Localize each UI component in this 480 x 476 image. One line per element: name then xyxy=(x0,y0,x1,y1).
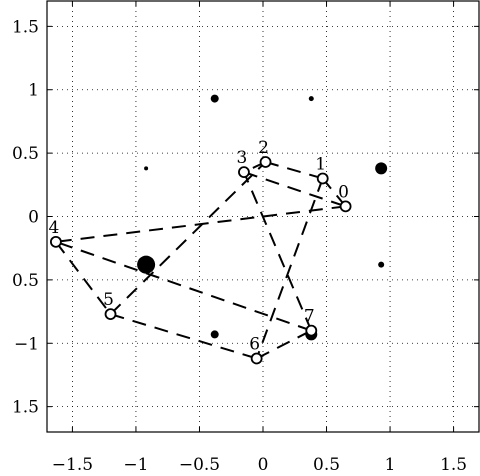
y-tick-label: −1 xyxy=(14,334,39,354)
filled-point xyxy=(375,162,388,175)
tour-edge xyxy=(243,171,313,331)
node-label: 0 xyxy=(338,182,349,202)
tour-node xyxy=(259,156,272,168)
node-label: 2 xyxy=(258,138,269,158)
x-tick-label: 1 xyxy=(385,455,396,475)
x-tick-label: 1.5 xyxy=(440,455,467,475)
node-label: 6 xyxy=(249,334,260,354)
x-tick-label: −0.5 xyxy=(179,455,220,475)
tour-node xyxy=(250,352,263,365)
tour-node xyxy=(339,200,352,213)
y-tick-label: 1.5 xyxy=(12,17,39,37)
x-tick-label: 0 xyxy=(258,455,269,475)
x-tick-label: −1.5 xyxy=(52,455,93,475)
y-tick-label: 0.5 xyxy=(12,271,39,291)
node-label: 1 xyxy=(315,154,326,174)
tour-edge xyxy=(55,240,312,332)
filled-point xyxy=(210,94,219,103)
tour-edge xyxy=(55,205,346,243)
filled-point xyxy=(378,261,385,268)
tour-node xyxy=(316,172,329,185)
tour-node xyxy=(305,324,318,337)
filled-point xyxy=(137,255,156,274)
node-label: 4 xyxy=(48,218,59,238)
filled-point xyxy=(144,166,149,171)
tour-edge xyxy=(243,171,346,208)
tour-edges xyxy=(55,161,347,360)
y-tick-labels: 1.5 1 0.5 0 0.5 −1 1.5 xyxy=(12,17,39,417)
tour-edge xyxy=(256,329,312,360)
tour-edge xyxy=(109,161,267,315)
x-tick-label: −1 xyxy=(123,455,148,475)
node-label: 5 xyxy=(103,290,114,310)
node-label: 3 xyxy=(237,148,248,168)
tour-edge xyxy=(265,161,323,180)
tour-edge xyxy=(55,241,112,315)
x-tick-labels: −1.5 −1 −0.5 0 0.5 1 1.5 xyxy=(52,455,467,475)
tour-node xyxy=(104,308,117,321)
tour-edge xyxy=(110,313,257,360)
filled-point xyxy=(308,96,314,102)
y-tick-label: 0 xyxy=(28,208,39,228)
tour-edge xyxy=(321,177,347,207)
axis-ticks xyxy=(47,1,479,432)
y-tick-label: 0.5 xyxy=(12,144,39,164)
tour-nodes xyxy=(49,156,352,365)
tour-edge xyxy=(255,178,324,359)
tour-node xyxy=(238,166,250,179)
filled-point xyxy=(210,330,219,339)
y-tick-label: 1.5 xyxy=(12,398,39,418)
node-label: 7 xyxy=(304,307,315,327)
tour-node xyxy=(49,235,62,248)
y-tick-label: 1 xyxy=(28,81,39,101)
x-tick-label: 0.5 xyxy=(313,455,340,475)
